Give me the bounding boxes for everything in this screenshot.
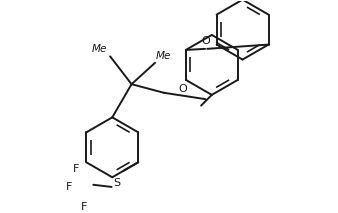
Text: S: S — [113, 178, 120, 188]
Text: O: O — [202, 36, 211, 46]
Text: Me: Me — [92, 44, 107, 54]
Text: F: F — [80, 202, 87, 212]
Text: F: F — [66, 182, 72, 192]
Text: Me: Me — [156, 51, 171, 61]
Text: O: O — [178, 84, 187, 94]
Text: F: F — [73, 164, 79, 174]
